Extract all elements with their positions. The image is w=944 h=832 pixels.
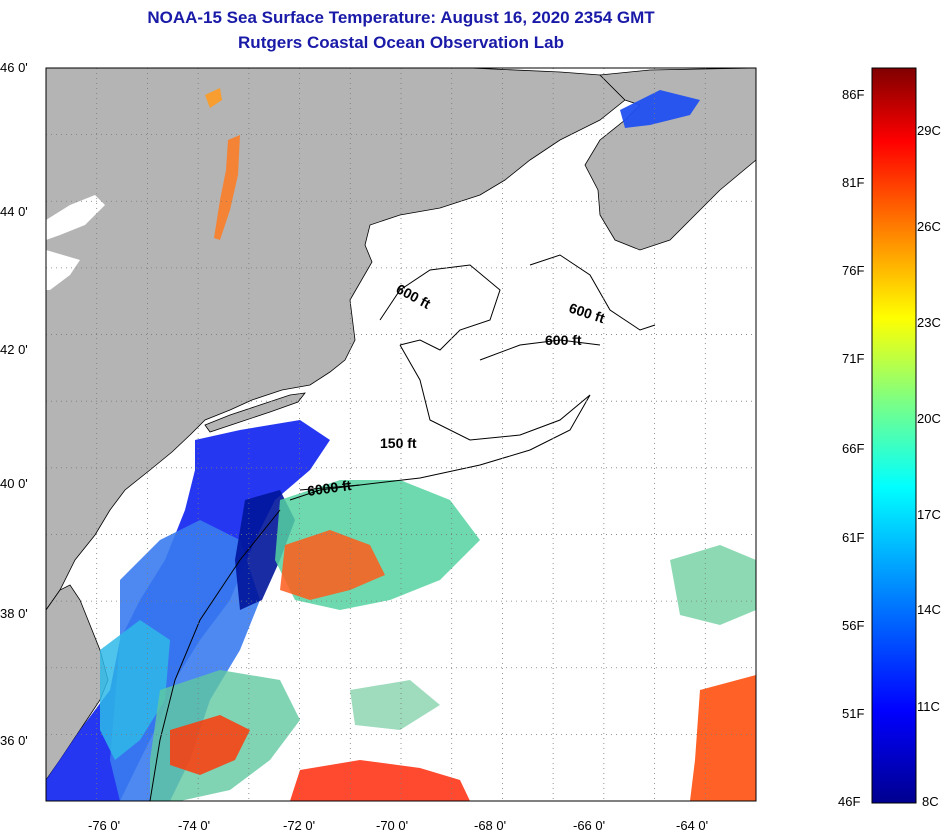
- contour-label-5: 6000 ft: [306, 477, 352, 499]
- colorbar-f-label: 76F: [842, 263, 864, 278]
- lon-label: -64 0': [676, 818, 708, 832]
- contour-600ft-b: [529, 254, 656, 331]
- latitude-labels: 46 0' 44 0' 42 0' 40 0' 38 0' 36 0': [0, 60, 28, 748]
- colorbar-f-label: 61F: [842, 530, 864, 545]
- sst-east-patch: [670, 545, 756, 625]
- land-long-island: [204, 392, 306, 433]
- lat-label: 38 0': [0, 606, 28, 621]
- land-mainland: [46, 68, 626, 611]
- contour-shelf-edge: [149, 509, 281, 801]
- sst-cool-mid: [110, 520, 260, 801]
- map-subtitle: Rutgers Coastal Ocean Observation Lab: [238, 33, 564, 52]
- colorbar-f-label: 51F: [842, 706, 864, 721]
- lat-label: 42 0': [0, 342, 28, 357]
- colorbar-celsius-labels: 29C 26C 23C 20C 17C 14C 11C 8C: [917, 123, 941, 809]
- contour-label-3: 600 ft: [545, 332, 582, 348]
- lat-label: 46 0': [0, 60, 28, 75]
- map-title: NOAA-15 Sea Surface Temperature: August …: [147, 8, 655, 27]
- contour-150ft: [299, 344, 591, 491]
- lat-label: 40 0': [0, 476, 28, 491]
- map-area: [46, 68, 756, 801]
- colorbar: [871, 67, 917, 804]
- sst-hot-core: [280, 530, 385, 600]
- sst-bottom-hot: [290, 760, 470, 801]
- contour-label-4: 150 ft: [380, 435, 417, 451]
- colorbar-f-label: 46F: [838, 794, 860, 809]
- colorbar-f-label: 56F: [842, 618, 864, 633]
- sst-bay-fundy: [620, 90, 700, 128]
- contour-6000ft: [289, 484, 361, 501]
- sst-inland-streak: [214, 135, 240, 240]
- colorbar-f-label: 81F: [842, 175, 864, 190]
- colorbar-c-label: 20C: [917, 411, 941, 426]
- lake-champlain: [46, 195, 105, 240]
- longitude-labels: -76 0' -74 0' -72 0' -70 0' -68 0' -66 0…: [88, 818, 708, 832]
- lat-label: 44 0': [0, 204, 28, 219]
- lake-ontario-shore: [46, 250, 80, 290]
- colorbar-c-label: 23C: [917, 315, 941, 330]
- sst-inland-small: [205, 88, 222, 108]
- lon-label: -70 0': [376, 818, 408, 832]
- colorbar-f-label: 86F: [842, 87, 864, 102]
- sst-cyan-band: [100, 620, 170, 760]
- lon-label: -68 0': [474, 818, 506, 832]
- lon-label: -76 0': [88, 818, 120, 832]
- lon-label: -74 0': [178, 818, 210, 832]
- graticule: [46, 68, 756, 801]
- sst-south-hot: [170, 715, 250, 775]
- colorbar-c-label: 8C: [922, 794, 939, 809]
- lat-label: 36 0': [0, 733, 28, 748]
- sst-mid-patch: [350, 680, 440, 730]
- colorbar-f-label: 66F: [842, 441, 864, 456]
- colorbar-c-label: 17C: [917, 507, 941, 522]
- colorbar-fahrenheit-labels: 86F 81F 76F 71F 66F 61F 56F 51F 46F: [838, 87, 864, 809]
- contour-600ft-c: [479, 339, 601, 361]
- colorbar-c-label: 29C: [917, 123, 941, 138]
- lon-label: -72 0': [283, 818, 315, 832]
- map-frame: [45, 67, 757, 802]
- colorbar-c-label: 11C: [917, 699, 940, 714]
- contour-600ft-a: [379, 264, 501, 351]
- sst-se-hot: [690, 675, 756, 801]
- colorbar-f-label: 71F: [842, 351, 864, 366]
- colorbar-c-label: 14C: [917, 602, 941, 617]
- depth-contours: [149, 254, 656, 801]
- lon-label: -66 0': [573, 818, 605, 832]
- colorbar-c-label: 26C: [917, 219, 941, 234]
